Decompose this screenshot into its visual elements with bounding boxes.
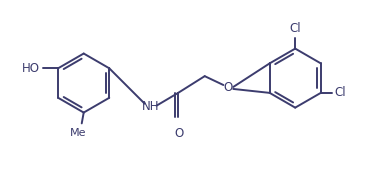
Text: Me: Me: [70, 128, 86, 138]
Text: Cl: Cl: [289, 22, 301, 35]
Text: Cl: Cl: [335, 86, 346, 99]
Text: NH: NH: [142, 100, 159, 113]
Text: HO: HO: [21, 62, 39, 75]
Text: O: O: [175, 127, 184, 140]
Text: O: O: [224, 81, 233, 94]
